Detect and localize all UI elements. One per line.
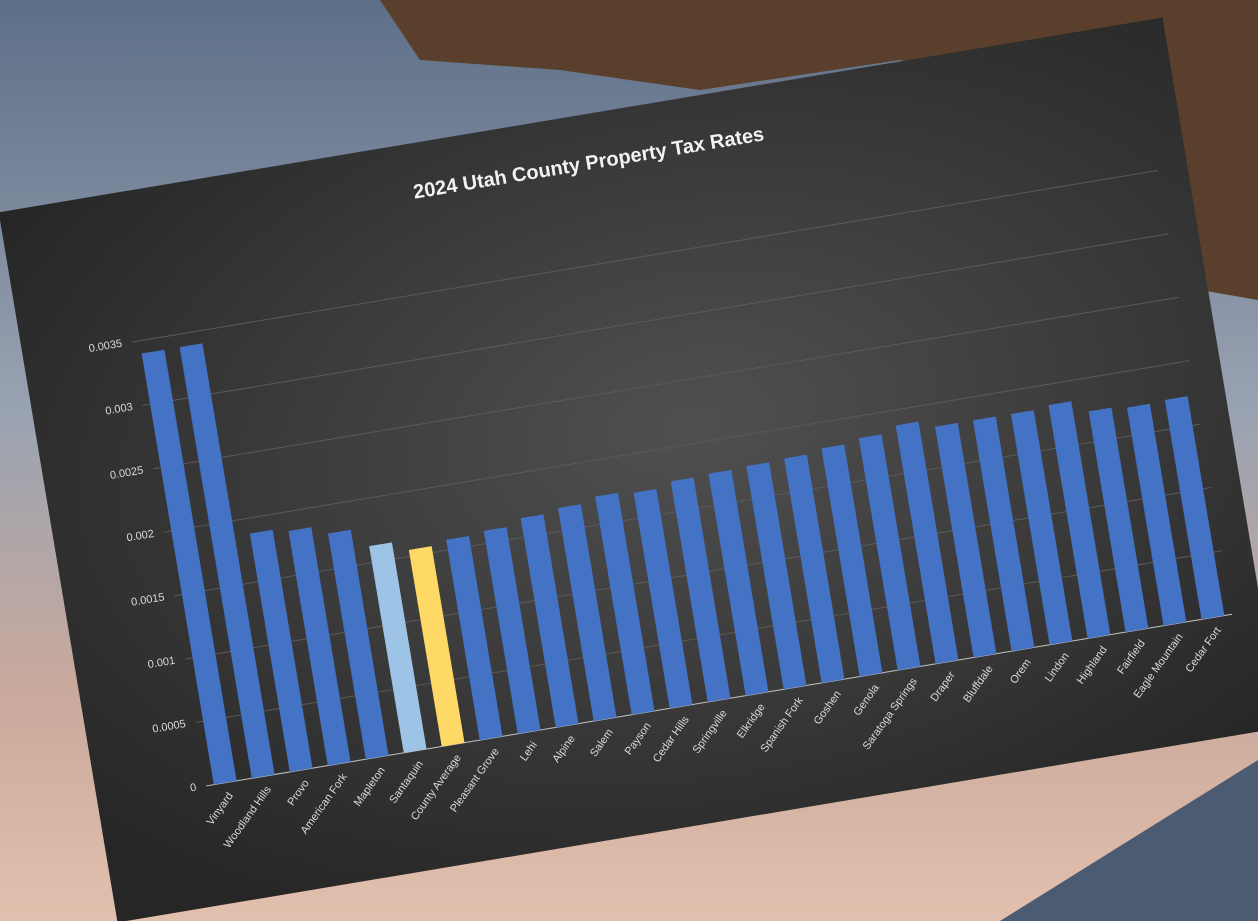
chart: 2024 Utah County Property Tax Rates 00.0… (0, 0, 1258, 921)
page: 2024 Utah County Property Tax Rates 00.0… (0, 0, 1258, 921)
